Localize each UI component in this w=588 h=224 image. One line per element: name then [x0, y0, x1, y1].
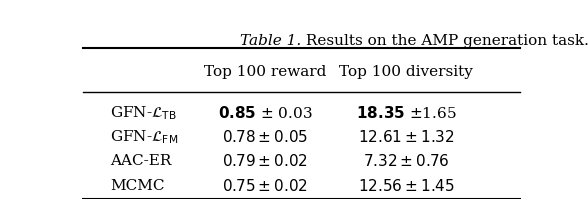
Text: MCMC: MCMC [110, 179, 165, 193]
Text: $0.78 \pm 0.05$: $0.78 \pm 0.05$ [222, 129, 308, 145]
Text: Top 100 diversity: Top 100 diversity [339, 65, 473, 79]
Text: $0.75 \pm 0.02$: $0.75 \pm 0.02$ [222, 178, 308, 194]
Text: Table 1.: Table 1. [240, 34, 302, 48]
Text: GFN-$\mathcal{L}_{\mathrm{FM}}$: GFN-$\mathcal{L}_{\mathrm{FM}}$ [110, 128, 178, 146]
Text: $7.32 \pm 0.76$: $7.32 \pm 0.76$ [363, 153, 449, 169]
Text: Results on the AMP generation task.: Results on the AMP generation task. [302, 34, 588, 48]
Text: $12.56 \pm 1.45$: $12.56 \pm 1.45$ [358, 178, 455, 194]
Text: $12.61 \pm 1.32$: $12.61 \pm 1.32$ [358, 129, 455, 145]
Text: GFN-$\mathcal{L}_{\mathrm{TB}}$: GFN-$\mathcal{L}_{\mathrm{TB}}$ [110, 104, 177, 122]
Text: AAC-ER: AAC-ER [110, 154, 171, 168]
Text: $\mathbf{18.35}$ $\pm$1.65: $\mathbf{18.35}$ $\pm$1.65 [356, 105, 456, 121]
Text: Top 100 reward: Top 100 reward [203, 65, 326, 79]
Text: $0.79 \pm 0.02$: $0.79 \pm 0.02$ [222, 153, 308, 169]
Text: $\mathbf{0.85}$ $\pm$ 0.03: $\mathbf{0.85}$ $\pm$ 0.03 [218, 105, 312, 121]
